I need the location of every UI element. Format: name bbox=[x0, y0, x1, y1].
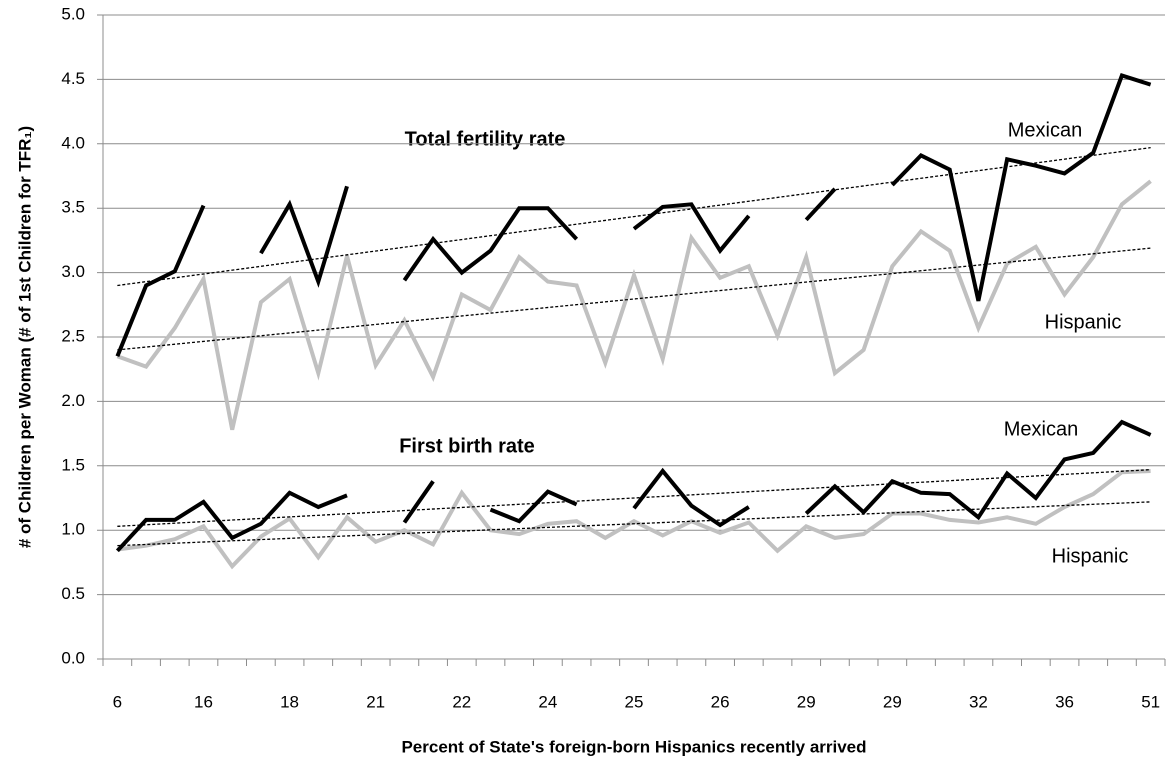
series-label: Hispanic bbox=[1045, 311, 1122, 333]
x-tick-label: 18 bbox=[280, 692, 299, 711]
x-tick-label: 36 bbox=[1055, 692, 1074, 711]
x-tick-label: 25 bbox=[625, 692, 644, 711]
y-tick-label: 0.0 bbox=[61, 648, 85, 667]
y-axis-title: # of Children per Woman (# of 1st Childr… bbox=[15, 126, 34, 548]
y-tick-label: 3.0 bbox=[61, 262, 85, 281]
trend-line bbox=[117, 147, 1151, 287]
x-tick-label: 32 bbox=[969, 692, 988, 711]
x-tick-label: 29 bbox=[797, 692, 816, 711]
y-tick-label: 4.5 bbox=[61, 69, 85, 88]
x-tick-label: 51 bbox=[1141, 692, 1160, 711]
series-line bbox=[116, 179, 1152, 431]
trend-line bbox=[117, 501, 1151, 547]
series-line bbox=[117, 469, 1151, 570]
annotation: First birth rate bbox=[399, 435, 535, 457]
y-tick-label: 2.0 bbox=[61, 391, 85, 410]
x-tick-label: 24 bbox=[538, 692, 557, 711]
y-tick-label: 3.5 bbox=[61, 198, 85, 217]
x-tick-label: 21 bbox=[366, 692, 385, 711]
x-tick-label: 22 bbox=[452, 692, 471, 711]
x-axis-title: Percent of State's foreign-born Hispanic… bbox=[401, 737, 866, 756]
series-label: Hispanic bbox=[1052, 545, 1129, 567]
x-tick-label: 6 bbox=[113, 692, 122, 711]
x-tick-label: 16 bbox=[194, 692, 213, 711]
x-tick-label: 26 bbox=[711, 692, 730, 711]
y-tick-label: 2.5 bbox=[61, 326, 85, 345]
series-line bbox=[115, 73, 1152, 358]
y-tick-label: 5.0 bbox=[61, 4, 85, 23]
y-tick-label: 0.5 bbox=[61, 584, 85, 603]
series-label: Mexican bbox=[1008, 119, 1082, 141]
y-tick-label: 1.5 bbox=[61, 455, 85, 474]
x-tick-label: 29 bbox=[883, 692, 902, 711]
trend-line bbox=[117, 469, 1151, 527]
trend-line bbox=[117, 247, 1151, 351]
annotation: Total fertility rate bbox=[405, 128, 566, 150]
series-line bbox=[115, 419, 1152, 553]
y-tick-label: 4.0 bbox=[61, 133, 85, 152]
y-tick-label: 1.0 bbox=[61, 520, 85, 539]
series-label: Mexican bbox=[1004, 418, 1078, 440]
